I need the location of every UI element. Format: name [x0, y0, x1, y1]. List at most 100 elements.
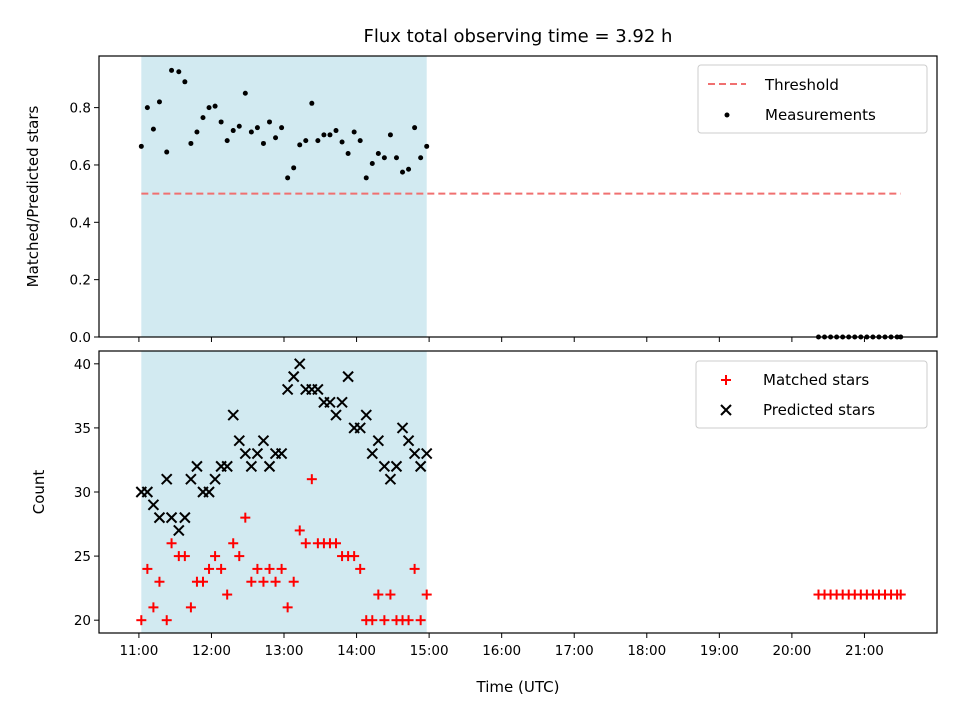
legend-matched-label: Matched stars	[763, 371, 869, 389]
matched-star-point	[240, 512, 251, 523]
top-y-tick-label: 0.6	[70, 158, 91, 174]
bottom-legend: Matched stars Predicted stars	[695, 360, 928, 429]
measurement-point	[144, 105, 150, 111]
measurement-point	[357, 138, 363, 144]
matched-star-point	[415, 615, 426, 626]
matched-star-point	[282, 602, 293, 613]
matched-star-point	[252, 563, 263, 574]
measurement-point	[248, 129, 254, 135]
predicted-star-point	[227, 409, 239, 421]
matched-star-point	[246, 576, 257, 587]
measurement-point	[273, 135, 279, 141]
matched-star-point	[204, 563, 215, 574]
predicted-star-point	[420, 447, 433, 460]
matched-star-point	[276, 563, 287, 574]
legend-predicted-label: Predicted stars	[763, 401, 875, 419]
top-panel-marks	[138, 67, 904, 340]
matched-star-point	[228, 538, 239, 549]
predicted-star-point	[360, 409, 372, 421]
measurement-point	[418, 155, 424, 161]
predicted-star-point	[153, 511, 166, 524]
x-tick-label: 15:00	[410, 643, 449, 659]
top-y-axis-label: Matched/Predicted stars	[24, 106, 42, 288]
measurement-point	[279, 125, 285, 131]
predicted-star-point	[396, 422, 409, 434]
x-tick-label: 12:00	[192, 643, 231, 659]
predicted-star-point	[147, 499, 160, 511]
bot-y-tick-label: 20	[74, 613, 91, 629]
measurement-point	[406, 166, 412, 172]
x-axis-label: Time (UTC)	[476, 678, 560, 696]
measurement-point	[150, 126, 156, 132]
bot-y-tick-label: 35	[74, 421, 91, 437]
matched-star-point	[270, 576, 281, 587]
measurement-point	[206, 105, 212, 111]
predicted-star-point	[281, 383, 294, 396]
matched-star-point	[216, 563, 227, 574]
measurement-point	[363, 175, 369, 181]
measurement-point	[315, 138, 321, 144]
top-panel: 0.00.20.40.60.8 Matched/Predicted stars …	[24, 55, 938, 346]
measurement-point	[194, 129, 200, 135]
predicted-star-point	[263, 460, 276, 473]
measurement-point	[188, 140, 194, 146]
measurement-point	[138, 143, 144, 149]
predicted-star-point	[141, 486, 154, 498]
matched-star-point	[154, 576, 165, 587]
bottom-panel: 20 25 30 35 40 11:00 12:00 13:00 14:00 15:00 16:0…	[30, 350, 938, 696]
matched-star-point	[385, 589, 396, 600]
measurement-point	[285, 175, 291, 181]
predicted-star-point	[275, 447, 288, 460]
measurement-point	[267, 119, 273, 125]
x-tick-label: 18:00	[627, 643, 666, 659]
matched-star-point	[306, 474, 317, 485]
predicted-star-point	[294, 358, 306, 370]
predicted-star-point	[354, 422, 366, 434]
predicted-star-point	[366, 447, 378, 460]
matched-star-point	[355, 563, 366, 574]
measurement-point	[381, 155, 387, 161]
measurement-point	[291, 165, 297, 171]
observing-span-top	[141, 56, 427, 337]
observing-span-bottom	[141, 351, 427, 633]
x-tick-label: 20:00	[772, 643, 811, 659]
x-tick-label: 11:00	[119, 643, 158, 659]
legend-x-mark	[720, 404, 732, 416]
bot-y-tick-label: 40	[74, 357, 91, 373]
legend-predicted-swatch	[720, 404, 732, 416]
measurement-point	[351, 129, 357, 135]
measurement-point	[387, 132, 393, 138]
measurement-point	[230, 128, 236, 134]
measurement-point	[412, 125, 418, 131]
matched-star-point	[197, 576, 208, 587]
measurement-point	[400, 169, 406, 175]
measurement-point	[327, 132, 333, 138]
top-y-tick-label: 0.0	[70, 330, 91, 346]
bottom-x-ticks: 11:00 12:00 13:00 14:00 15:00 16:00 17:00 18:00…	[119, 633, 884, 659]
measurement-point	[303, 138, 309, 144]
legend-plus-mark	[721, 375, 731, 385]
bot-y-tick-label: 30	[74, 485, 91, 501]
predicted-star-point	[408, 447, 421, 460]
measurement-point	[176, 69, 182, 75]
legend-threshold-label: Threshold	[764, 76, 839, 94]
matched-star-point	[349, 551, 360, 562]
matched-star-point	[294, 525, 305, 536]
top-panel-frame	[98, 55, 938, 338]
measurement-point	[375, 150, 381, 156]
predicted-star-point	[257, 435, 270, 447]
top-y-tick-label: 0.2	[70, 273, 91, 289]
measurement-point	[333, 128, 339, 134]
predicted-star-point	[239, 447, 252, 460]
bottom-y-ticks: 20 25 30 35 40	[74, 357, 99, 629]
predicted-star-point	[221, 460, 233, 473]
x-tick-label: 17:00	[555, 643, 594, 659]
measurement-point	[212, 103, 218, 109]
x-tick-label: 14:00	[337, 643, 376, 659]
predicted-star-point	[312, 383, 324, 396]
predicted-star-point	[390, 460, 403, 473]
predicted-star-point	[173, 524, 185, 537]
measurement-point	[200, 115, 206, 121]
measurement-point	[345, 150, 351, 156]
